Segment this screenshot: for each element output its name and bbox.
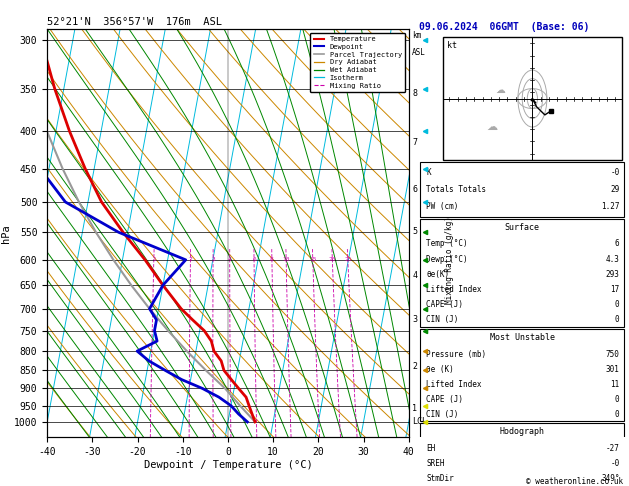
Text: Totals Totals: Totals Totals	[426, 185, 487, 194]
X-axis label: Dewpoint / Temperature (°C): Dewpoint / Temperature (°C)	[143, 460, 313, 470]
Text: Lifted Index: Lifted Index	[426, 285, 482, 294]
Text: 1.27: 1.27	[601, 202, 620, 211]
Text: Hodograph: Hodograph	[499, 427, 545, 436]
Text: 1: 1	[152, 258, 156, 262]
Text: 11: 11	[610, 380, 620, 389]
Text: ASL: ASL	[413, 48, 426, 57]
Text: 17: 17	[610, 285, 620, 294]
Text: 6: 6	[615, 240, 620, 248]
Text: 1: 1	[413, 404, 417, 414]
Text: SREH: SREH	[426, 459, 445, 468]
Text: 2: 2	[413, 362, 417, 371]
Text: 10: 10	[282, 258, 290, 262]
Text: Pressure (mb): Pressure (mb)	[426, 349, 487, 359]
Text: -27: -27	[606, 444, 620, 452]
Text: LCL: LCL	[413, 417, 427, 426]
Text: 0: 0	[615, 410, 620, 419]
FancyBboxPatch shape	[443, 37, 621, 160]
Text: 0: 0	[615, 315, 620, 324]
FancyBboxPatch shape	[420, 329, 624, 421]
Text: 15: 15	[309, 258, 316, 262]
Text: 3: 3	[211, 258, 215, 262]
Text: 8: 8	[413, 89, 417, 98]
Text: © weatheronline.co.uk: © weatheronline.co.uk	[526, 477, 623, 486]
Text: 4.3: 4.3	[606, 255, 620, 263]
Text: 25: 25	[344, 258, 352, 262]
Text: 8: 8	[270, 258, 274, 262]
Text: 09.06.2024  06GMT  (Base: 06): 09.06.2024 06GMT (Base: 06)	[419, 22, 589, 32]
Text: CIN (J): CIN (J)	[426, 410, 459, 419]
FancyBboxPatch shape	[420, 423, 624, 486]
Text: Most Unstable: Most Unstable	[489, 333, 555, 342]
Text: 20: 20	[328, 258, 336, 262]
Text: 7: 7	[413, 139, 417, 147]
Text: Temp (°C): Temp (°C)	[426, 240, 468, 248]
Text: Mixing Ratio (g/kg): Mixing Ratio (g/kg)	[445, 216, 454, 304]
Text: 2: 2	[189, 258, 192, 262]
Text: 29: 29	[610, 185, 620, 194]
Text: Lifted Index: Lifted Index	[426, 380, 482, 389]
Text: 5: 5	[413, 226, 417, 236]
FancyBboxPatch shape	[420, 162, 624, 217]
Legend: Temperature, Dewpoint, Parcel Trajectory, Dry Adiabat, Wet Adiabat, Isotherm, Mi: Temperature, Dewpoint, Parcel Trajectory…	[310, 33, 405, 92]
Text: CAPE (J): CAPE (J)	[426, 300, 464, 309]
Text: 0: 0	[615, 300, 620, 309]
Text: Dewp (°C): Dewp (°C)	[426, 255, 468, 263]
Text: 4: 4	[228, 258, 231, 262]
Text: θe (K): θe (K)	[426, 364, 454, 374]
Text: 4: 4	[413, 271, 417, 280]
Text: EH: EH	[426, 444, 436, 452]
Text: ☁: ☁	[495, 86, 504, 95]
Text: 6: 6	[252, 258, 256, 262]
Text: -0: -0	[610, 459, 620, 468]
Text: 0: 0	[615, 395, 620, 404]
Text: CIN (J): CIN (J)	[426, 315, 459, 324]
Text: km: km	[413, 31, 421, 40]
Text: CAPE (J): CAPE (J)	[426, 395, 464, 404]
Text: K: K	[426, 168, 431, 177]
Text: 6: 6	[413, 185, 417, 193]
Text: 301: 301	[606, 364, 620, 374]
Text: 750: 750	[606, 349, 620, 359]
Text: θe(K): θe(K)	[426, 270, 450, 278]
Text: 3: 3	[413, 315, 417, 324]
Text: 52°21'N  356°57'W  176m  ASL: 52°21'N 356°57'W 176m ASL	[47, 17, 222, 27]
Text: Surface: Surface	[504, 223, 540, 232]
Text: 349°: 349°	[601, 474, 620, 483]
Text: ☁: ☁	[487, 122, 498, 132]
Text: PW (cm): PW (cm)	[426, 202, 459, 211]
Y-axis label: hPa: hPa	[1, 224, 11, 243]
FancyBboxPatch shape	[420, 219, 624, 327]
Text: 293: 293	[606, 270, 620, 278]
Text: StmDir: StmDir	[426, 474, 454, 483]
Text: -0: -0	[610, 168, 620, 177]
Text: kt: kt	[447, 41, 457, 51]
